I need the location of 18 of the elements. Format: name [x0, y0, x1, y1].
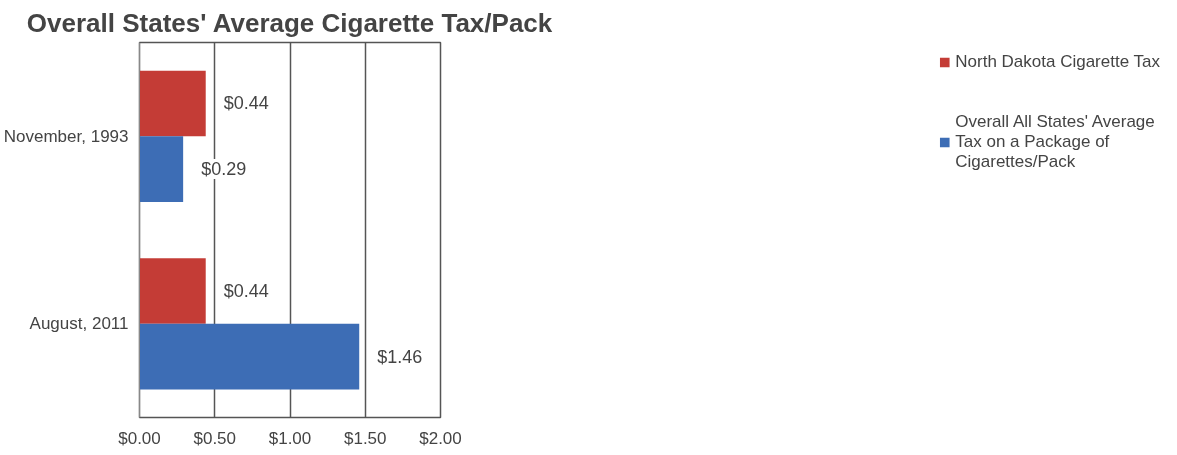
- bar: [139, 136, 184, 202]
- x-tick-label: $1.50: [343, 428, 387, 448]
- bar: [139, 323, 360, 390]
- data-label: $0.44: [223, 93, 269, 114]
- data-label: $0.29: [201, 159, 247, 180]
- x-tick-label: $0.00: [118, 428, 161, 448]
- y-tick-label: November, 1993: [3, 126, 129, 146]
- data-label: $0.44: [223, 280, 269, 301]
- bar: [139, 70, 206, 137]
- legend-label: Overall All States' Average Tax on a Package of Cigarettes/Pack: [955, 112, 1155, 172]
- x-tick-label: $1.00: [268, 428, 312, 448]
- chart-title: Overall States' Average Cigarette Tax/Pack: [26, 7, 553, 38]
- x-tick-label: $2.00: [419, 428, 462, 448]
- x-tick-label: $0.50: [193, 428, 237, 448]
- bar: [139, 258, 206, 324]
- legend-label: North Dakota Cigarette Tax: [955, 52, 1160, 72]
- data-label: $1.46: [377, 346, 423, 367]
- y-tick-label: August, 2011: [29, 314, 129, 334]
